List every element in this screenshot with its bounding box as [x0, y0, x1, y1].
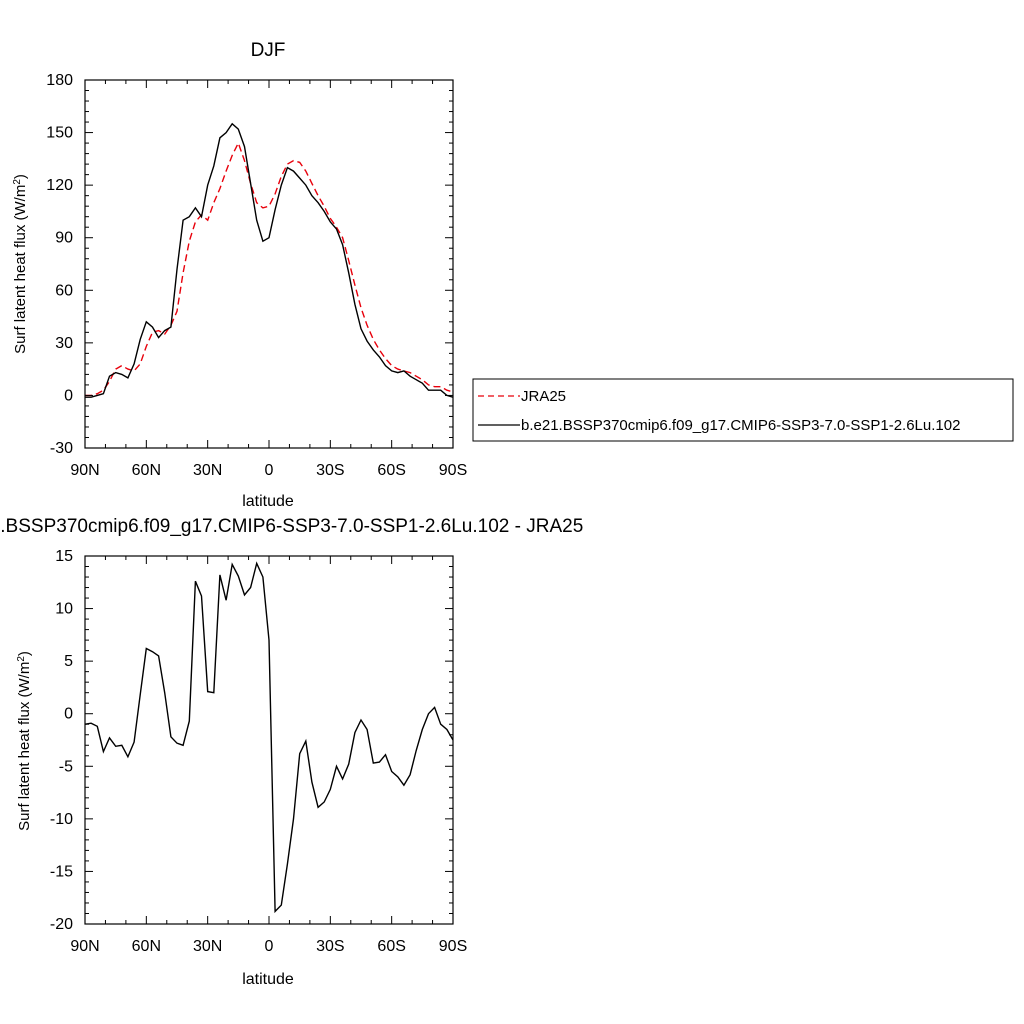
top-y-tick-label: 30 — [55, 335, 73, 352]
bottom-y-axis-label: Surf latent heat flux (W/m2) — [16, 651, 34, 831]
bottom-plot-frame — [84, 555, 454, 925]
top-x-axis-label: latitude — [242, 493, 294, 510]
legend-label-model: b.e21.BSSP370cmip6.f09_g17.CMIP6-SSP3-7.… — [521, 417, 960, 434]
top-series-line-jra25 — [85, 141, 453, 397]
top-y-tick-label: 60 — [55, 282, 73, 299]
legend-box — [472, 378, 1014, 442]
bottom-y-tick-label: -10 — [50, 811, 73, 828]
bottom-y-tick-label: 10 — [55, 601, 73, 618]
top-x-tick-label: 0 — [265, 462, 274, 479]
top-y-tick-label: 90 — [55, 230, 73, 247]
top-panel: DJF -30 0 30 60 90 120 150 180 90N 60N 30N 0 30S 60S 9… — [12, 40, 468, 510]
bottom-y-tick-label: -15 — [50, 863, 73, 880]
bottom-panel-title: b.e21.BSSP370cmip6.f09_g17.CMIP6-SSP3-7.… — [0, 516, 583, 537]
top-x-tick-label: 60N — [132, 462, 161, 479]
top-x-tick-label: 60S — [377, 462, 405, 479]
bottom-y-tick-label: 5 — [64, 653, 73, 670]
bottom-x-axis-label: latitude — [242, 971, 294, 988]
bottom-panel: b.e21.BSSP370cmip6.f09_g17.CMIP6-SSP3-7.… — [0, 516, 583, 988]
bottom-x-tick-label: 30N — [193, 938, 222, 955]
top-x-tick-label: 30N — [193, 462, 222, 479]
bottom-series-line-difference — [85, 561, 453, 914]
bottom-x-tick-label: 60N — [132, 938, 161, 955]
top-series-line-model — [85, 122, 453, 398]
top-panel-title: DJF — [251, 40, 286, 61]
top-x-tick-label: 90N — [70, 462, 99, 479]
top-y-tick-label: -30 — [50, 440, 73, 457]
bottom-y-tick-label: -5 — [59, 758, 73, 775]
top-plot-frame — [84, 79, 454, 449]
top-x-tick-label: 30S — [316, 462, 344, 479]
top-x-tick-label: 90S — [439, 462, 467, 479]
bottom-x-tick-label: 90S — [439, 938, 467, 955]
bottom-plot-area: -20 -15 -10 -5 0 5 10 15 90N 60N 30N 0 30S 60S 90S — [50, 548, 467, 955]
bottom-x-tick-label: 30S — [316, 938, 344, 955]
top-y-tick-label: 0 — [64, 387, 73, 404]
top-y-tick-label: 150 — [46, 125, 73, 142]
top-plot-area: -30 0 30 60 90 120 150 180 90N 60N 30N 0 30S 60S 90S — [46, 72, 467, 479]
bottom-y-tick-label: 15 — [55, 548, 73, 565]
bottom-y-tick-label: -20 — [50, 916, 73, 933]
bottom-x-tick-label: 60S — [377, 938, 405, 955]
legend-label-jra25: JRA25 — [521, 388, 566, 405]
bottom-y-tick-label: 0 — [64, 706, 73, 723]
top-y-tick-label: 120 — [46, 177, 73, 194]
bottom-x-tick-label: 90N — [70, 938, 99, 955]
bottom-x-tick-label: 0 — [265, 938, 274, 955]
top-y-axis-label: Surf latent heat flux (W/m2) — [12, 174, 30, 354]
legend: JRA25 b.e21.BSSP370cmip6.f09_g17.CMIP6-S… — [472, 378, 1014, 442]
top-y-tick-label: 180 — [46, 72, 73, 89]
